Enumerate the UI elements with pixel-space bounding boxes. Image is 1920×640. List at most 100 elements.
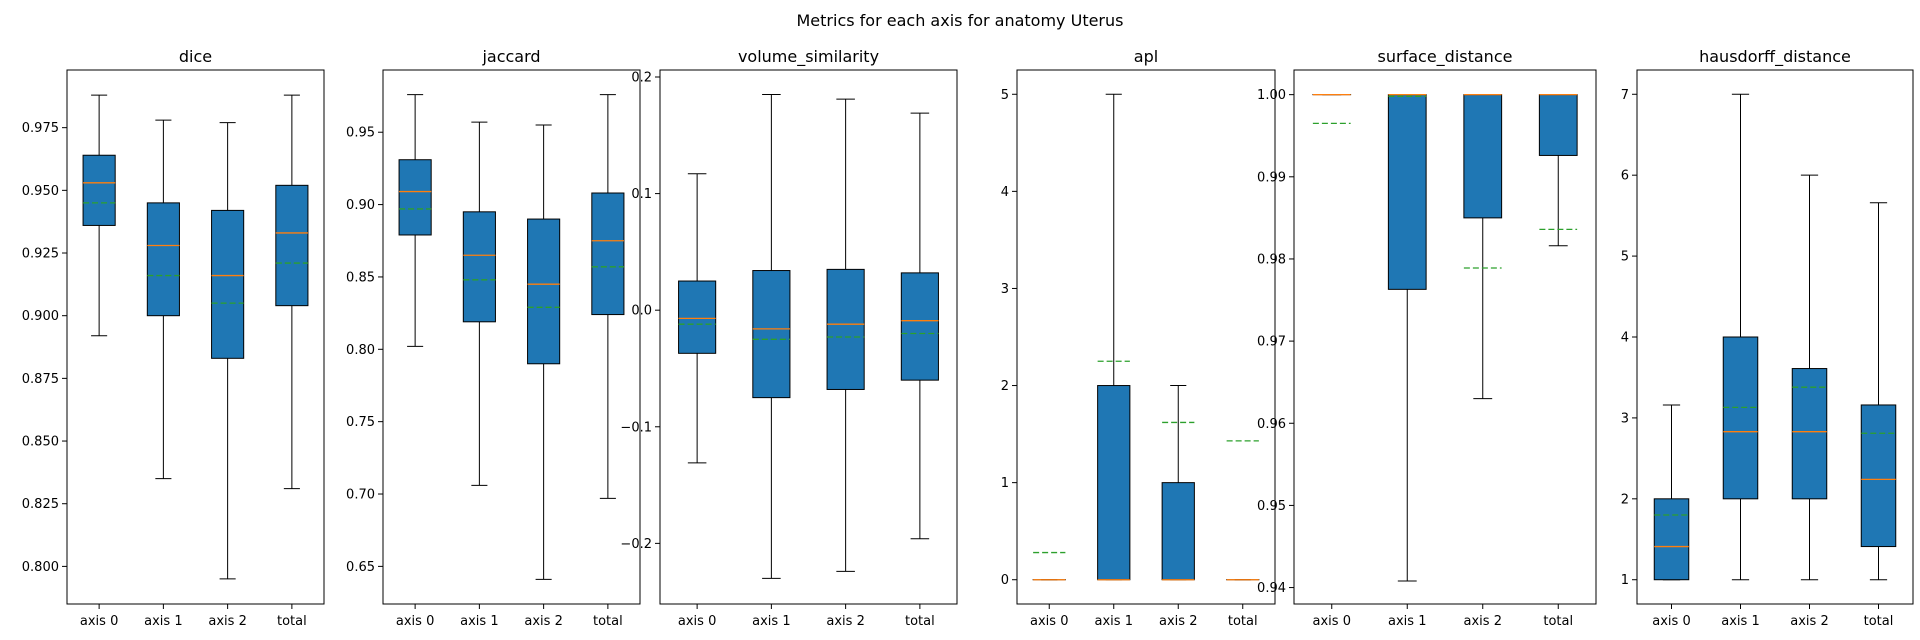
y-tick-label: 0.94	[1257, 581, 1286, 596]
x-tick-label: axis 1	[1388, 614, 1426, 629]
x-tick-label: total	[1864, 614, 1894, 629]
y-tick-label: 0.875	[22, 372, 59, 387]
box	[462, 211, 496, 323]
axes-frame	[382, 69, 641, 605]
box	[1791, 368, 1828, 500]
x-tick-label: axis 2	[1790, 614, 1828, 629]
y-tick-label: 0.95	[346, 126, 375, 141]
y-tick-label: 2	[1621, 492, 1629, 507]
y-tick-label: 0.850	[22, 435, 59, 450]
x-tick-label: total	[905, 614, 935, 629]
y-tick-label: 0.65	[346, 560, 375, 575]
x-tick-label: total	[1543, 614, 1573, 629]
x-tick-label: axis 0	[1313, 614, 1351, 629]
y-tick-label: 3	[1001, 282, 1009, 297]
x-tick-label: axis 0	[678, 614, 716, 629]
y-tick-label: 0.97	[1257, 335, 1286, 350]
box	[678, 280, 717, 354]
box	[1653, 498, 1690, 581]
x-tick-label: total	[1228, 614, 1258, 629]
x-tick-label: total	[593, 614, 623, 629]
y-tick-label: 7	[1621, 88, 1629, 103]
box	[1161, 482, 1195, 581]
box	[146, 202, 180, 317]
y-tick-label: 0.1	[631, 187, 652, 202]
box	[826, 268, 865, 390]
box	[211, 209, 245, 359]
y-tick-label: −0.1	[620, 420, 652, 435]
y-tick-label: 0	[1001, 573, 1009, 588]
box	[900, 272, 939, 381]
box	[752, 270, 791, 399]
x-tick-label: axis 0	[80, 614, 118, 629]
y-tick-label: 3	[1621, 411, 1629, 426]
y-tick-label: 0.975	[22, 121, 59, 136]
y-tick-label: 0.800	[22, 560, 59, 575]
y-tick-label: 2	[1001, 379, 1009, 394]
box	[1463, 94, 1503, 219]
box	[1097, 385, 1131, 581]
y-tick-label: 0.80	[346, 343, 375, 358]
x-tick-label: axis 2	[524, 614, 562, 629]
box	[82, 154, 116, 226]
panel-dice: dice 0.800 0.825 0.850 0.875 0.900 0.925 0.950 0…	[22, 47, 325, 629]
y-tick-label: 0.99	[1257, 170, 1286, 185]
axes-frame	[66, 69, 325, 605]
box	[1860, 404, 1897, 548]
y-tick-label: 0.2	[631, 70, 652, 85]
box	[1722, 336, 1759, 500]
x-tick-label: axis 0	[1652, 614, 1690, 629]
y-tick-label: 1	[1621, 573, 1629, 588]
x-tick-label: axis 1	[752, 614, 790, 629]
y-tick-label: 0.70	[346, 488, 375, 503]
y-tick-label: 0.90	[346, 198, 375, 213]
x-tick-label: axis 2	[826, 614, 864, 629]
figure-title: Metrics for each axis for anatomy Uterus	[797, 11, 1124, 30]
x-tick-label: axis 1	[460, 614, 498, 629]
panel-title: surface_distance	[1378, 47, 1513, 67]
panel-apl: apl 0 1 2 3 4 5 axis 0 axis 1 axis 2 total	[1001, 47, 1276, 629]
y-tick-label: 0.95	[1257, 499, 1286, 514]
x-tick-label: axis 1	[1095, 614, 1133, 629]
panel-title: hausdorff_distance	[1699, 47, 1851, 67]
y-tick-label: 0.98	[1257, 252, 1286, 267]
y-tick-label: 0.85	[346, 270, 375, 285]
y-tick-label: 6	[1621, 169, 1629, 184]
y-tick-label: 1.00	[1257, 88, 1286, 103]
x-tick-label: axis 2	[1464, 614, 1502, 629]
panel-title: volume_similarity	[738, 47, 879, 67]
panel-surface-distance: surface_distance 0.94 0.95 0.96 0.97 0.98 0.99…	[1257, 47, 1597, 629]
axes-frame	[1636, 69, 1914, 605]
x-tick-label: axis 2	[1159, 614, 1197, 629]
panel-hausdorff-distance: hausdorff_distance 1 2 3 4 5 6 7 axis 0 axis 1 axi…	[1621, 47, 1914, 629]
box	[398, 159, 432, 236]
y-tick-label: −0.2	[620, 537, 652, 552]
y-tick-label: 0.950	[22, 184, 59, 199]
x-tick-label: total	[277, 614, 307, 629]
axes-frame	[659, 69, 958, 605]
y-tick-label: 0.75	[346, 415, 375, 430]
x-tick-label: axis 0	[396, 614, 434, 629]
subplots: dice0.8000.8250.8500.8750.9000.9250.9500…	[22, 47, 1914, 629]
panel-title: dice	[179, 47, 212, 66]
box	[1538, 94, 1578, 156]
x-tick-label: axis 1	[1721, 614, 1759, 629]
y-tick-label: 0.925	[22, 247, 59, 262]
box	[591, 192, 625, 316]
y-tick-label: 0.0	[631, 304, 652, 319]
panel-title: jaccard	[481, 47, 540, 66]
y-tick-label: 4	[1621, 331, 1629, 346]
axes-frame	[1293, 69, 1597, 605]
box	[1387, 94, 1427, 290]
y-tick-label: 0.900	[22, 309, 59, 324]
box	[527, 218, 561, 365]
y-tick-label: 1	[1001, 476, 1009, 491]
x-tick-label: axis 0	[1030, 614, 1068, 629]
y-tick-label: 0.96	[1257, 417, 1286, 432]
y-tick-label: 0.825	[22, 497, 59, 512]
box	[275, 184, 309, 307]
panel-title: apl	[1134, 47, 1158, 66]
panel-jaccard: jaccard 0.65 0.70 0.75 0.80 0.85 0.90 0.95 axis …	[346, 47, 641, 629]
y-tick-label: 5	[1001, 88, 1009, 103]
